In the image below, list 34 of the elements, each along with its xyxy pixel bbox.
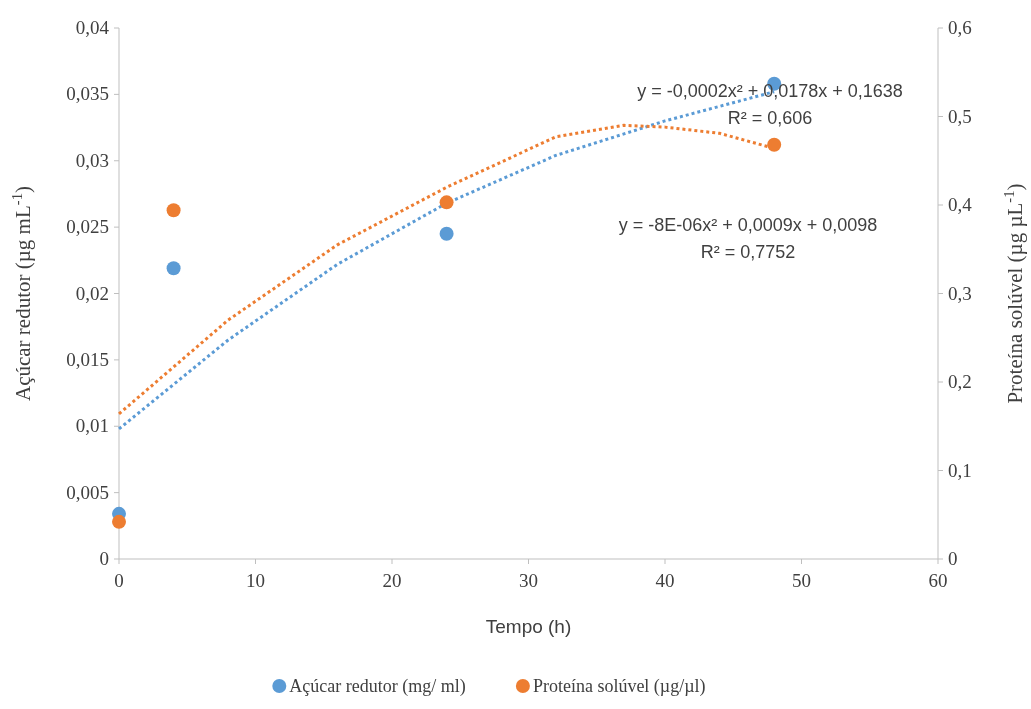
x-tick-label: 10 [246, 570, 265, 591]
y2-tick-label: 0,1 [948, 459, 972, 481]
x-tick-label: 20 [382, 570, 402, 591]
point [439, 195, 454, 210]
legend-label: Açúcar redutor (mg/ ml) [289, 676, 466, 697]
x-tick-label: 50 [792, 570, 811, 591]
y2-tick-label: 0,5 [948, 105, 972, 127]
x-tick-label: 0 [114, 570, 124, 591]
y2-tick-label: 0,4 [948, 194, 973, 215]
y-tick-label: 0,005 [66, 481, 109, 503]
x-tick-label: 60 [928, 570, 948, 591]
x-tick-label: 40 [655, 570, 675, 591]
y-tick-label: 0,015 [66, 348, 109, 370]
annotation: y = -0,0002x² + 0,0178x + 0,1638 R² = 0,606 [637, 81, 903, 128]
y-tick-label: 0,02 [75, 282, 109, 304]
y2-tick-label: 0,6 [948, 17, 972, 38]
annotation: y = -8E-06x² + 0,0009x + 0,0098 R² = 0,7752 [618, 215, 878, 262]
y-tick-label: 0,01 [75, 415, 109, 437]
legend-label: Proteína solúvel (µg/µl) [532, 676, 706, 697]
point [166, 261, 181, 276]
y-tick-label: 0,035 [66, 83, 109, 105]
point [767, 137, 782, 152]
x-tick-label: 30 [519, 570, 538, 591]
point [112, 514, 126, 529]
y-tick-label: 0,025 [66, 216, 109, 238]
y-tick-label: 0 [99, 548, 109, 569]
y2-tick-label: 0,2 [948, 371, 972, 392]
y-tick-label: 0,04 [75, 17, 110, 38]
y2-tick-label: 0 [948, 548, 958, 569]
point [166, 203, 181, 218]
point [439, 226, 454, 241]
y2-tick-label: 0,3 [948, 282, 972, 304]
x-axis-title: Tempo (h) [485, 616, 572, 637]
y-tick-label: 0,03 [75, 149, 109, 171]
